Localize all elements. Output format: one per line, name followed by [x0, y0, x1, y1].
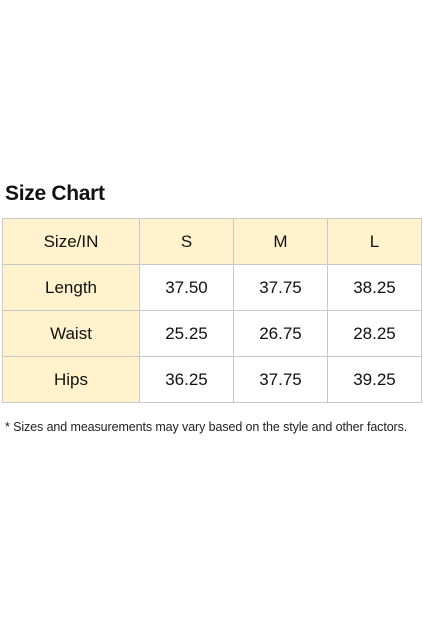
table-cell: 37.75 [233, 264, 328, 311]
table-row: Length 37.50 37.75 38.25 [2, 264, 422, 311]
table-row: Waist 25.25 26.75 28.25 [2, 310, 422, 357]
disclaimer-note: * Sizes and measurements may vary based … [5, 420, 408, 434]
row-label-length: Length [2, 264, 140, 311]
table-cell: 37.50 [139, 264, 234, 311]
table-cell: 38.25 [327, 264, 422, 311]
table-cell: 25.25 [139, 310, 234, 357]
page-title: Size Chart [5, 182, 105, 205]
table-cell: 39.25 [327, 356, 422, 403]
table-cell: 36.25 [139, 356, 234, 403]
header-cell-size: Size/IN [2, 218, 140, 265]
row-label-waist: Waist [2, 310, 140, 357]
header-cell-l: L [327, 218, 422, 265]
table-header-row: Size/IN S M L [2, 218, 422, 265]
header-cell-m: M [233, 218, 328, 265]
size-table: Size/IN S M L Length 37.50 37.75 38.25 W… [2, 218, 422, 403]
table-cell: 26.75 [233, 310, 328, 357]
table-cell: 37.75 [233, 356, 328, 403]
table-cell: 28.25 [327, 310, 422, 357]
table-row: Hips 36.25 37.75 39.25 [2, 356, 422, 403]
header-cell-s: S [139, 218, 234, 265]
row-label-hips: Hips [2, 356, 140, 403]
